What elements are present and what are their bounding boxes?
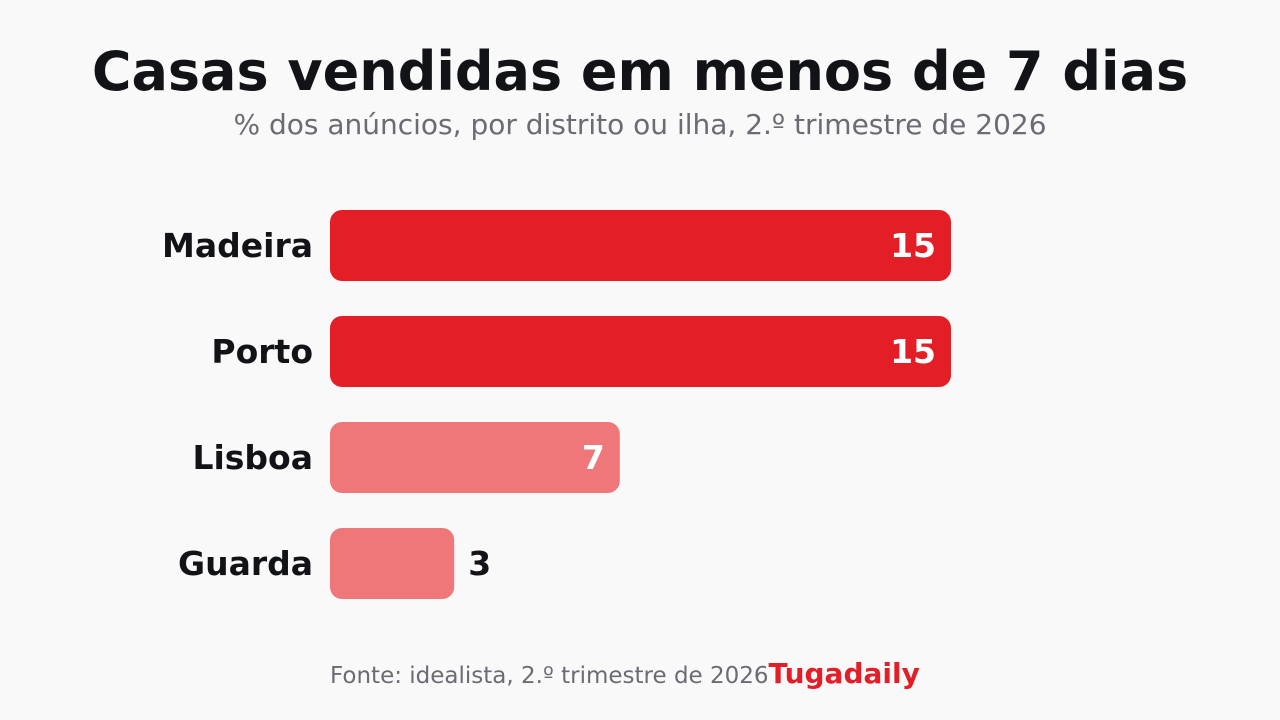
value-label: 3	[468, 544, 491, 583]
chart-title: Casas vendidas em menos de 7 dias	[91, 40, 1189, 103]
bar-lisboa	[330, 422, 620, 493]
brand-logo: Tugadaily	[768, 657, 920, 690]
chart-subtitle: % dos anúncios, por distrito ou ilha, 2.…	[233, 108, 1047, 141]
category-label: Lisboa	[192, 438, 313, 477]
value-label: 15	[890, 332, 936, 371]
category-label: Porto	[211, 332, 313, 371]
source-note: Fonte: idealista, 2.º trimestre de 2026	[330, 663, 769, 689]
chart-footer: Fonte: idealista, 2.º trimestre de 2026T…	[330, 654, 920, 694]
category-label: Guarda	[178, 544, 313, 583]
bar-guarda	[330, 528, 455, 599]
value-label: 15	[890, 226, 936, 265]
value-label: 7	[582, 438, 605, 477]
category-label: Madeira	[162, 226, 313, 265]
bar-porto	[330, 316, 951, 387]
bar-madeira	[330, 210, 951, 281]
